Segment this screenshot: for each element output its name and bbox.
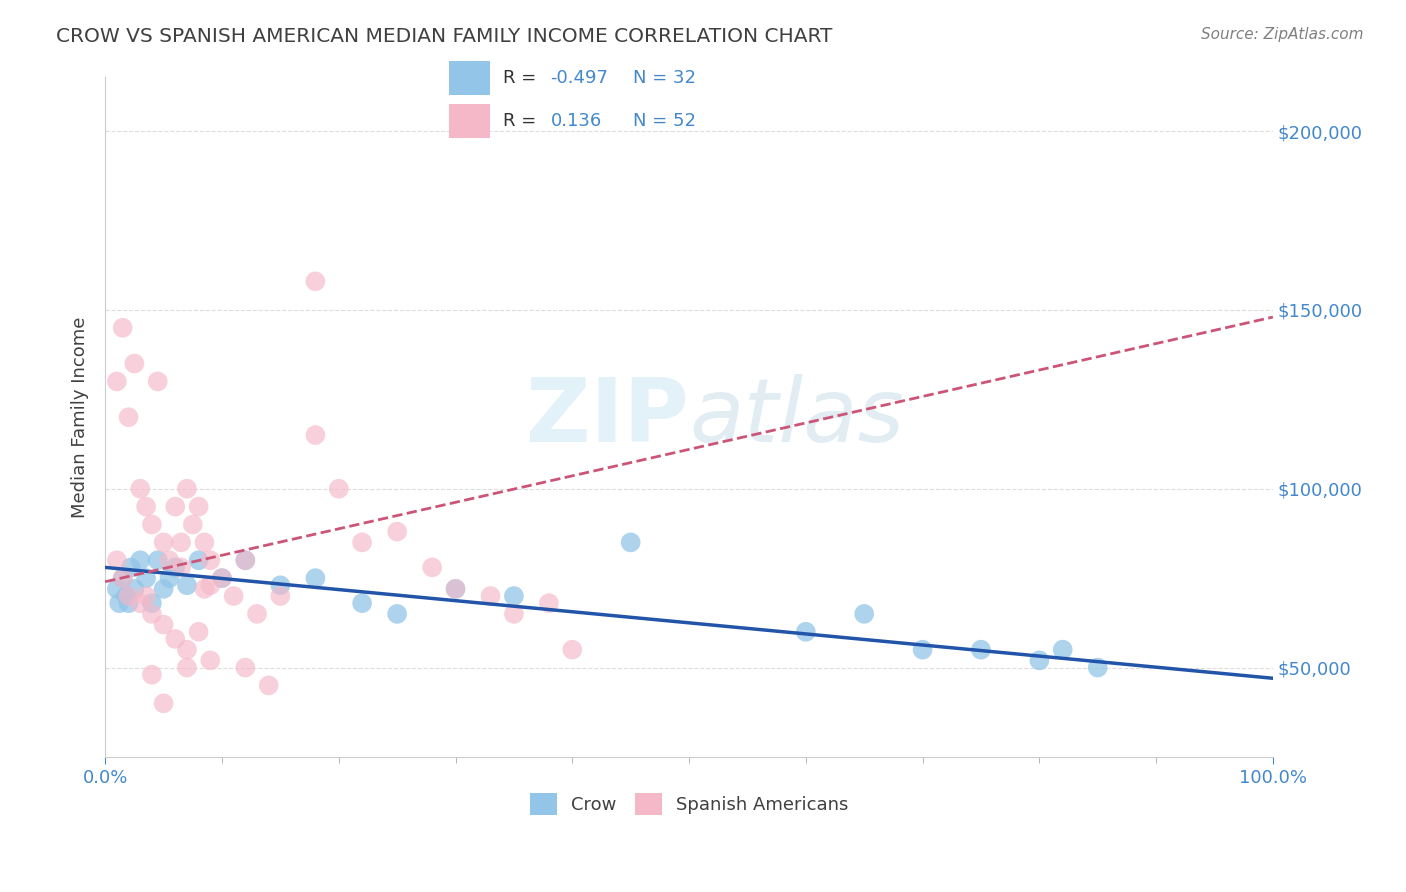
Point: [117, 410, 139, 425]
Point: [211, 571, 233, 585]
Point: [124, 357, 146, 371]
Point: [444, 582, 467, 596]
Point: [159, 571, 181, 585]
Point: [124, 582, 146, 596]
Point: [222, 589, 245, 603]
Point: [1087, 660, 1109, 674]
Point: [1052, 642, 1074, 657]
Point: [146, 375, 169, 389]
Point: [257, 678, 280, 692]
Point: [159, 553, 181, 567]
Point: [141, 517, 163, 532]
Text: N = 52: N = 52: [633, 112, 696, 130]
Point: [117, 596, 139, 610]
Text: Source: ZipAtlas.com: Source: ZipAtlas.com: [1201, 27, 1364, 42]
Point: [200, 553, 222, 567]
Point: [1028, 653, 1050, 667]
Point: [152, 696, 174, 710]
Point: [170, 560, 193, 574]
Point: [352, 596, 374, 610]
Point: [117, 589, 139, 603]
Point: [165, 500, 187, 514]
Point: [111, 571, 134, 585]
Point: [141, 667, 163, 681]
Point: [105, 553, 128, 567]
Point: [304, 571, 326, 585]
Point: [187, 624, 209, 639]
Point: [853, 607, 876, 621]
Point: [187, 500, 209, 514]
Point: [420, 560, 443, 574]
Point: [385, 607, 408, 621]
Point: [620, 535, 643, 549]
Text: R =: R =: [503, 69, 536, 87]
Text: R =: R =: [503, 112, 536, 130]
Point: [165, 560, 187, 574]
Point: [200, 653, 222, 667]
Point: [187, 553, 209, 567]
Point: [328, 482, 350, 496]
Point: [135, 589, 157, 603]
Point: [129, 482, 152, 496]
Text: ZIP: ZIP: [526, 374, 689, 460]
Point: [135, 500, 157, 514]
Point: [115, 589, 138, 603]
Point: [385, 524, 408, 539]
Point: [146, 553, 169, 567]
Point: [105, 375, 128, 389]
Text: N = 32: N = 32: [633, 69, 696, 87]
Legend: Crow, Spanish Americans: Crow, Spanish Americans: [523, 786, 856, 822]
Text: CROW VS SPANISH AMERICAN MEDIAN FAMILY INCOME CORRELATION CHART: CROW VS SPANISH AMERICAN MEDIAN FAMILY I…: [56, 27, 832, 45]
Point: [181, 517, 204, 532]
Point: [105, 582, 128, 596]
Point: [108, 596, 131, 610]
Point: [129, 553, 152, 567]
Point: [120, 560, 142, 574]
Point: [233, 660, 256, 674]
Bar: [450, 61, 491, 95]
Point: [304, 274, 326, 288]
Point: [794, 624, 817, 639]
Point: [503, 589, 526, 603]
Point: [129, 596, 152, 610]
Point: [479, 589, 502, 603]
Point: [911, 642, 934, 657]
Point: [193, 535, 215, 549]
Point: [269, 589, 291, 603]
Point: [176, 578, 198, 592]
Y-axis label: Median Family Income: Median Family Income: [72, 317, 89, 518]
Point: [141, 596, 163, 610]
Point: [165, 632, 187, 646]
Point: [193, 582, 215, 596]
Point: [176, 642, 198, 657]
Point: [233, 553, 256, 567]
Point: [561, 642, 583, 657]
Point: [444, 582, 467, 596]
Point: [246, 607, 269, 621]
Point: [304, 428, 326, 442]
Text: 0.136: 0.136: [550, 112, 602, 130]
Point: [170, 535, 193, 549]
Point: [233, 553, 256, 567]
Point: [503, 607, 526, 621]
Point: [352, 535, 374, 549]
Text: atlas: atlas: [689, 375, 904, 460]
Point: [111, 571, 134, 585]
Point: [152, 617, 174, 632]
Point: [176, 482, 198, 496]
Point: [152, 535, 174, 549]
Point: [970, 642, 993, 657]
Point: [135, 571, 157, 585]
Point: [537, 596, 560, 610]
Point: [141, 607, 163, 621]
Point: [111, 320, 134, 334]
Point: [176, 660, 198, 674]
Bar: [450, 104, 491, 138]
Text: -0.497: -0.497: [550, 69, 609, 87]
Point: [200, 578, 222, 592]
Point: [211, 571, 233, 585]
Point: [269, 578, 291, 592]
Point: [152, 582, 174, 596]
